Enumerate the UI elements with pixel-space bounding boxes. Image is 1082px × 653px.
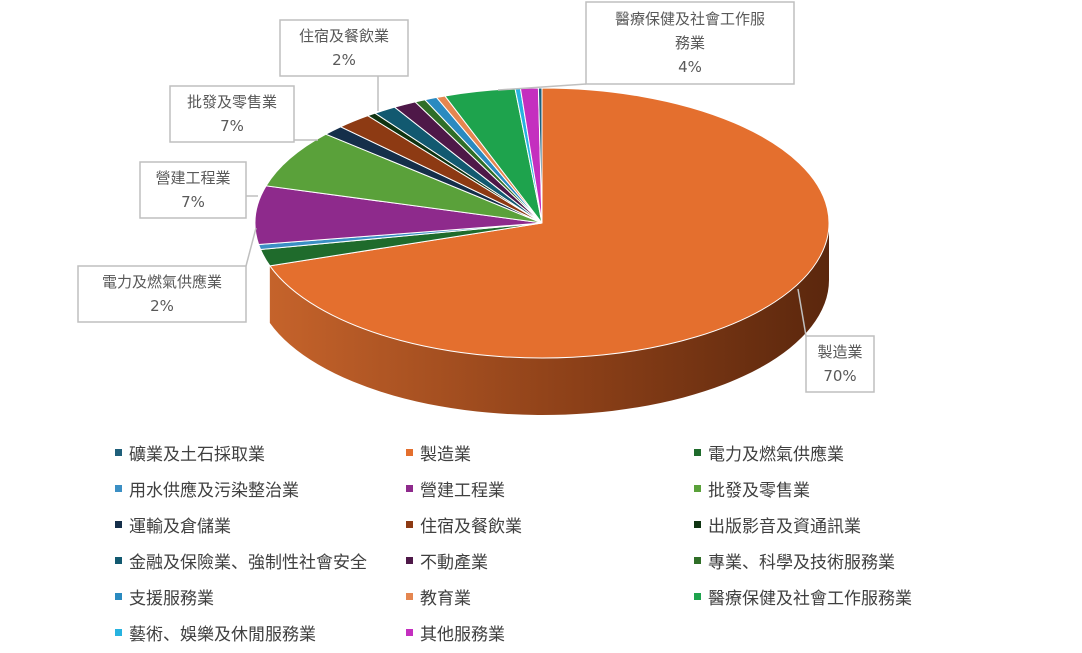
legend-item: 藝術、娛樂及休閒服務業 bbox=[115, 619, 316, 645]
legend-label: 藝術、娛樂及休閒服務業 bbox=[129, 624, 316, 645]
data-label-value: 2% bbox=[332, 51, 356, 69]
legend-swatch bbox=[694, 520, 701, 528]
data-label-box bbox=[279, 19, 409, 77]
leader-line bbox=[245, 227, 257, 267]
legend: 礦業及土石採取業 製造業 電力及燃氣供應業用水供應及污染整治業 營建工程業 批發及零售業… bbox=[0, 436, 1082, 651]
legend-item: 用水供應及污染整治業 bbox=[115, 475, 299, 501]
data-label-box bbox=[169, 85, 295, 143]
legend-label: 住宿及餐飲業 bbox=[420, 516, 522, 537]
legend-swatch bbox=[115, 556, 122, 564]
legend-swatch bbox=[115, 484, 122, 492]
legend-item: 住宿及餐飲業 bbox=[406, 511, 522, 537]
legend-label: 教育業 bbox=[420, 588, 471, 609]
legend-swatch bbox=[115, 592, 122, 600]
data-label-box bbox=[585, 1, 795, 85]
legend-label: 批發及零售業 bbox=[708, 480, 810, 501]
data-label-value: 2% bbox=[150, 297, 174, 315]
pie-side-wall bbox=[269, 223, 829, 415]
legend-item: 金融及保險業、強制性社會安全 bbox=[115, 547, 367, 573]
data-label-box bbox=[77, 265, 247, 323]
legend-label: 用水供應及污染整治業 bbox=[129, 480, 299, 501]
legend-swatch bbox=[694, 484, 701, 492]
data-label-value: 7% bbox=[220, 117, 244, 135]
leader-lines bbox=[245, 76, 807, 337]
legend-item: 其他服務業 bbox=[406, 619, 505, 645]
data-label-value: 4% bbox=[678, 58, 702, 76]
legend-label: 出版影音及資通訊業 bbox=[708, 516, 861, 537]
data-label-name: 電力及燃氣供應業 bbox=[102, 273, 222, 291]
legend-swatch bbox=[115, 448, 122, 456]
legend-label: 支援服務業 bbox=[129, 588, 214, 609]
legend-label: 製造業 bbox=[420, 444, 471, 465]
data-label-value: 70% bbox=[823, 367, 856, 385]
data-label-name: 務業 bbox=[675, 34, 705, 52]
leader-line bbox=[797, 288, 807, 337]
legend-item: 教育業 bbox=[406, 583, 471, 609]
leader-line bbox=[497, 83, 587, 91]
legend-item: 醫療保健及社會工作服務業 bbox=[694, 583, 912, 609]
legend-swatch bbox=[406, 592, 413, 600]
data-label-name: 營建工程業 bbox=[155, 169, 230, 187]
legend-swatch bbox=[694, 448, 701, 456]
legend-swatch bbox=[694, 556, 701, 564]
legend-item: 礦業及土石採取業 bbox=[115, 439, 265, 465]
data-label-name: 批發及零售業 bbox=[187, 93, 277, 111]
legend-label: 其他服務業 bbox=[420, 624, 505, 645]
pie-slice-0 bbox=[537, 87, 543, 224]
legend-item: 不動產業 bbox=[406, 547, 488, 573]
data-label-name: 製造業 bbox=[817, 343, 862, 361]
legend-swatch bbox=[406, 628, 413, 636]
legend-label: 運輸及倉儲業 bbox=[129, 516, 231, 537]
pie-chart: 製造業 70% 電力及燃氣供應業 2% 營建工程業 7% 批發及零售業 7% 住宿及餐飲業 2% 醫… bbox=[77, 1, 875, 415]
legend-label: 金融及保險業、強制性社會安全 bbox=[129, 552, 367, 573]
legend-swatch bbox=[115, 520, 122, 528]
data-label-box bbox=[139, 161, 247, 219]
legend-swatch bbox=[694, 592, 701, 600]
legend-swatch bbox=[406, 520, 413, 528]
legend-label: 不動產業 bbox=[420, 552, 488, 573]
legend-item: 電力及燃氣供應業 bbox=[694, 439, 844, 465]
legend-label: 電力及燃氣供應業 bbox=[708, 444, 844, 465]
legend-item: 營建工程業 bbox=[406, 475, 505, 501]
pie-side bbox=[269, 223, 829, 415]
data-label-name: 住宿及餐飲業 bbox=[299, 27, 389, 45]
legend-label: 營建工程業 bbox=[420, 480, 505, 501]
legend-label: 醫療保健及社會工作服務業 bbox=[708, 588, 912, 609]
data-labels: 製造業 70% 電力及燃氣供應業 2% 營建工程業 7% 批發及零售業 7% 住宿及餐飲業 2% 醫… bbox=[77, 1, 875, 393]
legend-label: 礦業及土石採取業 bbox=[129, 444, 265, 465]
pie-slice-4 bbox=[254, 185, 543, 246]
legend-item: 批發及零售業 bbox=[694, 475, 810, 501]
legend-swatch bbox=[406, 484, 413, 492]
data-label-value: 7% bbox=[181, 193, 205, 211]
legend-swatch bbox=[115, 628, 122, 636]
legend-item: 製造業 bbox=[406, 439, 471, 465]
data-label-name: 醫療保健及社會工作服 bbox=[615, 10, 765, 28]
legend-item: 支援服務業 bbox=[115, 583, 214, 609]
legend-swatch bbox=[406, 448, 413, 456]
pie-top bbox=[254, 87, 830, 359]
legend-item: 出版影音及資通訊業 bbox=[694, 511, 861, 537]
pie-slice-1 bbox=[268, 87, 830, 359]
legend-label: 專業、科學及技術服務業 bbox=[708, 552, 895, 573]
data-label-box bbox=[805, 335, 875, 393]
pie-slice-5 bbox=[265, 133, 543, 224]
legend-item: 專業、科學及技術服務業 bbox=[694, 547, 895, 573]
legend-swatch bbox=[406, 556, 413, 564]
legend-item: 運輸及倉儲業 bbox=[115, 511, 231, 537]
